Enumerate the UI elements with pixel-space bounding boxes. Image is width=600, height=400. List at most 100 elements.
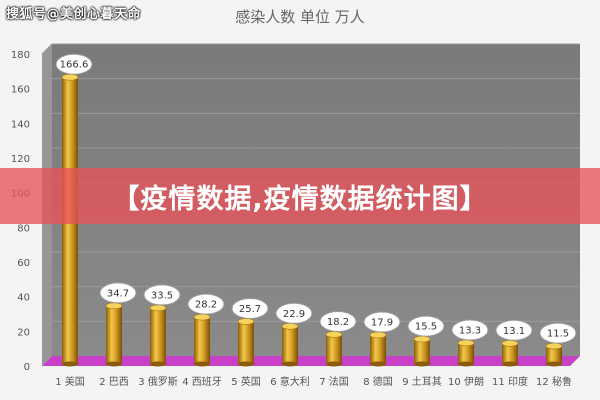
data-label-text: 33.5	[151, 290, 173, 301]
data-label-text: 15.5	[415, 322, 437, 333]
data-label-bubble	[99, 282, 137, 304]
bar-base	[106, 361, 122, 367]
floor	[42, 356, 580, 366]
data-label-bubble	[143, 284, 181, 306]
bar-top	[369, 331, 387, 339]
x-tick-label: 12 秘鲁	[536, 375, 572, 388]
bar-top	[457, 339, 475, 347]
bar-base	[194, 361, 210, 367]
bar[interactable]	[413, 335, 431, 367]
watermark: 搜狐号@美创心暮天命	[6, 7, 142, 22]
bar-top	[105, 302, 123, 310]
data-label: 33.5	[143, 284, 181, 306]
gridline-side	[41, 112, 53, 124]
y-tick-label: 0	[24, 362, 30, 373]
bar-top	[281, 323, 299, 330]
bar[interactable]	[237, 318, 255, 367]
data-label-bubble	[55, 53, 93, 75]
y-tick-label: 120	[11, 154, 30, 165]
bar-body	[150, 307, 166, 364]
bar[interactable]	[281, 323, 299, 367]
x-tick-label: 4 西班牙	[182, 376, 222, 388]
bar-base	[370, 361, 386, 367]
bar-body	[106, 305, 122, 364]
bar-body	[414, 339, 430, 364]
bar[interactable]	[545, 342, 563, 367]
x-tick-label: 6 意大利	[270, 375, 310, 388]
bar-body	[282, 326, 298, 364]
data-label-bubble	[187, 293, 225, 315]
bar-body	[458, 342, 474, 364]
x-tick-label: 7 法国	[319, 375, 349, 388]
data-label: 22.9	[275, 302, 313, 324]
bar-top	[193, 313, 211, 321]
y-tick-label: 60	[17, 258, 30, 269]
data-label-bubble	[407, 315, 445, 337]
bar-top	[545, 342, 563, 350]
data-label-text: 13.3	[459, 325, 481, 336]
data-label-text: 22.9	[283, 309, 305, 320]
bar[interactable]	[501, 339, 519, 367]
bar[interactable]	[369, 331, 387, 367]
bar-base	[546, 361, 562, 367]
bar[interactable]	[105, 302, 123, 367]
y-tick-label: 40	[17, 293, 30, 304]
y-tick-label: 160	[11, 85, 30, 96]
bar-body	[238, 321, 254, 364]
data-label-bubble	[539, 322, 577, 344]
bar-top	[501, 339, 519, 347]
bar-base	[282, 361, 298, 367]
bar-top	[61, 73, 79, 81]
data-label-bubble	[231, 297, 269, 319]
banner-text: 【疫情数据,疫情数据统计图】	[112, 183, 488, 215]
bar-base	[502, 361, 518, 367]
x-tick-label: 8 德国	[363, 375, 393, 388]
data-label: 28.2	[187, 293, 225, 315]
data-label-text: 166.6	[60, 60, 89, 71]
bar-body	[370, 334, 386, 364]
data-label-text: 17.9	[371, 317, 393, 328]
bar[interactable]	[325, 331, 343, 367]
gridline-side	[41, 78, 53, 90]
chart-title: 感染人数 单位 万人	[235, 8, 365, 26]
y-tick-label: 80	[17, 223, 30, 234]
data-label-text: 28.2	[195, 300, 217, 311]
data-labels-group: 166.6 1 美国 34.7 2 巴西 33.5 3 俄罗斯 28.2 4 西班牙 25.7 5…	[55, 53, 577, 388]
gridline-side	[41, 286, 53, 298]
bar-base	[150, 361, 166, 367]
gridline-side	[41, 320, 53, 332]
overlay-banner: 【疫情数据,疫情数据统计图】	[0, 168, 600, 224]
x-tick-label: 11 印度	[492, 375, 528, 388]
bar-top	[237, 318, 255, 325]
data-label-bubble	[363, 311, 401, 333]
bar[interactable]	[457, 339, 475, 367]
data-label: 25.7	[231, 297, 269, 319]
bar-base	[238, 361, 254, 367]
data-label: 166.6	[55, 53, 93, 75]
x-tick-label: 10 伊朗	[448, 376, 484, 388]
data-label-text: 34.7	[107, 288, 129, 299]
data-label: 17.9	[363, 311, 401, 333]
bar[interactable]	[193, 313, 211, 367]
bar-body	[326, 334, 342, 364]
data-label: 34.7	[99, 282, 137, 304]
bar-top	[325, 331, 343, 338]
y-tick-label: 180	[11, 50, 30, 61]
data-label-bubble	[451, 319, 489, 341]
y-tick-label: 140	[11, 119, 30, 130]
x-tick-label: 5 英国	[231, 375, 261, 388]
data-label-text: 18.2	[327, 317, 349, 328]
data-label: 18.2	[319, 310, 357, 332]
bar-base	[326, 361, 342, 367]
x-tick-label: 2 巴西	[99, 376, 129, 388]
bar-base	[414, 361, 430, 367]
bar-base	[458, 361, 474, 367]
x-tick-label: 1 美国	[55, 375, 85, 388]
data-label: 13.3	[451, 319, 489, 341]
data-label: 13.1	[495, 319, 533, 341]
data-label: 15.5	[407, 315, 445, 337]
gridline-side	[41, 147, 53, 159]
bar-body	[502, 343, 518, 364]
bar[interactable]	[149, 304, 167, 367]
bar-top	[413, 335, 431, 343]
